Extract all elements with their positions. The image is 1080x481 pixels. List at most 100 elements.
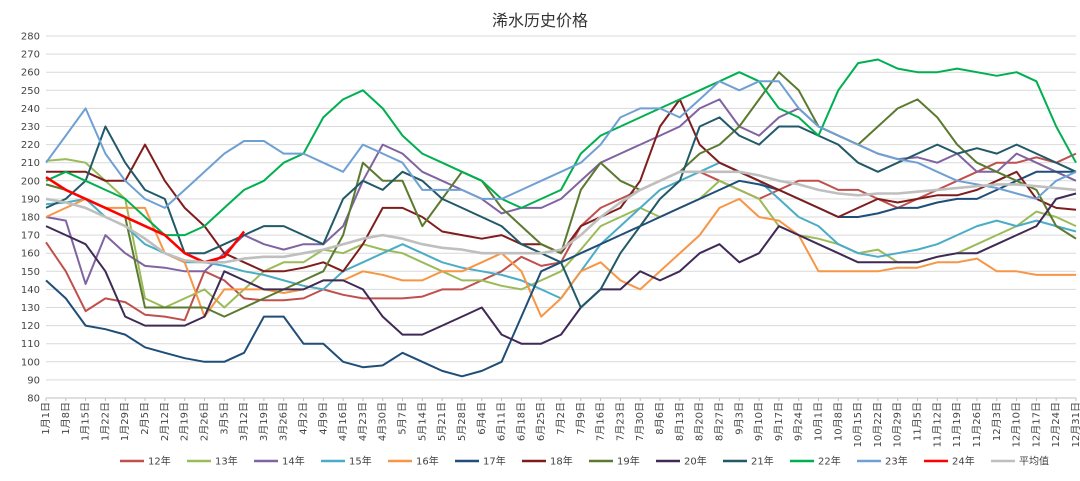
x-tick-label: 9月24日 (793, 402, 805, 441)
x-tick-label: 5月7日 (397, 402, 409, 435)
x-tick-label: 2月5日 (139, 402, 151, 435)
x-tick-label: 9月10日 (753, 402, 765, 441)
x-tick-label: 4月23日 (357, 402, 369, 441)
y-tick-label: 90 (27, 375, 40, 386)
y-tick-label: 130 (21, 303, 40, 314)
x-tick-label: 7月16日 (595, 402, 607, 441)
chart-title: 浠水历史价格 (492, 11, 588, 30)
y-tick-label: 270 (21, 50, 40, 61)
legend-label-7: 19年 (617, 455, 640, 468)
x-tick-label: 12月10日 (1011, 402, 1023, 447)
x-tick-label: 3月19日 (258, 402, 270, 441)
x-tick-label: 12月24日 (1050, 402, 1062, 447)
y-tick-label: 280 (21, 32, 40, 43)
legend-label-0: 12年 (148, 455, 171, 468)
x-tick-label: 2月26日 (198, 402, 210, 441)
x-tick-label: 6月4日 (476, 402, 488, 435)
legend-label-2: 14年 (282, 455, 305, 468)
x-tick-label: 10月8日 (832, 402, 844, 441)
legend-label-1: 13年 (215, 455, 238, 468)
y-tick-label: 260 (21, 68, 40, 79)
y-tick-label: 190 (21, 194, 40, 205)
y-tick-label: 120 (21, 321, 40, 332)
y-tick-label: 160 (21, 249, 40, 260)
x-tick-label: 2月19日 (179, 402, 191, 441)
x-tick-label: 12月31日 (1070, 402, 1080, 447)
legend-label-11: 23年 (885, 455, 908, 468)
y-tick-label: 230 (21, 122, 40, 133)
series-line-13 (45, 170, 1077, 264)
y-tick-label: 200 (21, 176, 40, 187)
x-tick-label: 11月12日 (931, 402, 943, 447)
x-tick-label: 12月17日 (1030, 402, 1042, 447)
x-tick-label: 3月26日 (278, 402, 290, 441)
legend-label-13: 平均值 (1019, 455, 1049, 468)
x-tick-label: 8月20日 (694, 402, 706, 441)
legend-label-12: 24年 (952, 455, 975, 468)
x-tick-label: 10月1日 (813, 402, 825, 441)
x-tick-label: 7月23日 (614, 402, 626, 441)
y-tick-label: 220 (21, 140, 40, 151)
series-line-1 (45, 158, 1077, 309)
x-tick-label: 2月12日 (159, 402, 171, 441)
x-tick-label: 9月3日 (733, 402, 745, 435)
y-tick-label: 210 (21, 158, 40, 169)
legend-label-3: 15年 (349, 455, 372, 468)
x-tick-label: 10月15日 (852, 402, 864, 447)
y-tick-label: 250 (21, 86, 40, 97)
x-tick-label: 3月12日 (238, 402, 250, 441)
series-line-12 (45, 176, 246, 264)
y-tick-label: 150 (21, 267, 40, 278)
x-tick-label: 7月2日 (555, 402, 567, 435)
x-tick-label: 12月3日 (991, 402, 1003, 441)
y-axis: 80 90 100 110 120 130 140 150 160 170 180 190 200 210… (21, 32, 40, 405)
grid (46, 35, 1076, 399)
x-tick-label: 4月16日 (337, 402, 349, 441)
y-tick-label: 110 (21, 339, 40, 350)
legend-label-6: 18年 (550, 455, 573, 468)
legend: 12年 13年 14年 15年 16年 17年 18年 19年 20年 21年 22年 23年 24年 平… (120, 455, 1049, 468)
y-tick-label: 180 (21, 213, 40, 224)
y-tick-label: 140 (21, 285, 40, 296)
series-line-8 (45, 192, 1077, 345)
x-tick-label: 8月13日 (674, 402, 686, 441)
x-tick-label: 5月28日 (456, 402, 468, 441)
series-line-3 (45, 161, 1077, 300)
y-tick-label: 240 (21, 104, 40, 115)
x-tick-label: 6月25日 (535, 402, 547, 441)
x-tick-label: 6月18日 (515, 402, 527, 441)
x-tick-label: 6月11日 (496, 402, 508, 441)
x-axis: 1月1日 1月8日 1月15日 1月22日 1月29日 2月5日 2月12日 2月19日 2月2… (40, 398, 1080, 447)
x-tick-label: 11月5日 (912, 402, 924, 441)
x-tick-label: 4月30日 (377, 402, 389, 441)
series-line-4 (45, 197, 1076, 318)
x-tick-label: 1月1日 (40, 402, 52, 435)
x-tick-label: 11月19日 (951, 402, 963, 447)
series-lines (45, 58, 1077, 378)
series-line-11 (45, 80, 1077, 209)
legend-label-4: 16年 (416, 455, 439, 468)
x-tick-label: 1月22日 (99, 402, 111, 441)
y-tick-label: 80 (27, 394, 40, 405)
legend-label-5: 17年 (483, 455, 506, 468)
series-line-7 (45, 71, 1077, 318)
x-tick-label: 1月29日 (119, 402, 131, 441)
legend-label-10: 22年 (818, 455, 841, 468)
y-tick-label: 170 (21, 231, 40, 242)
x-tick-label: 7月9日 (575, 402, 587, 435)
x-tick-label: 11月26日 (971, 402, 983, 447)
series-line-6 (46, 98, 1077, 273)
y-tick-label: 100 (21, 357, 40, 368)
x-tick-label: 8月6日 (654, 402, 666, 435)
x-tick-label: 5月21日 (436, 402, 448, 441)
x-tick-label: 4月9日 (317, 402, 329, 435)
x-tick-label: 1月15日 (80, 402, 92, 441)
series-line-10 (45, 58, 1077, 237)
legend-label-8: 20年 (684, 455, 707, 468)
x-tick-label: 9月17日 (773, 402, 785, 441)
x-tick-label: 5月14日 (416, 402, 428, 441)
x-tick-label: 10月22日 (872, 402, 884, 447)
x-tick-label: 7月30日 (634, 402, 646, 441)
x-tick-label: 8月27日 (713, 402, 725, 441)
